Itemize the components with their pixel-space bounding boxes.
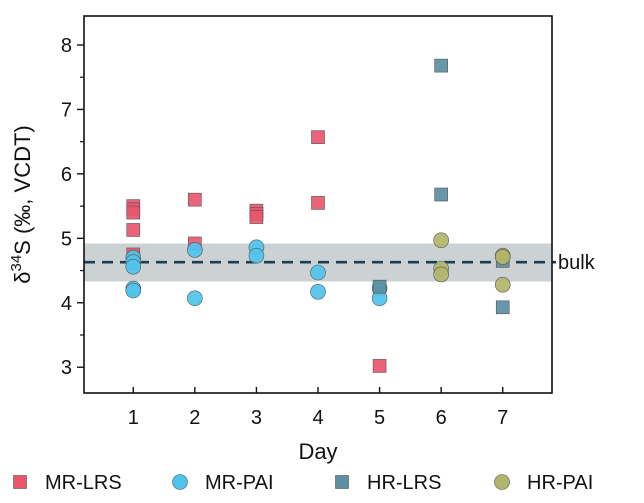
point-mr-lrs-10 bbox=[249, 210, 264, 224]
data-points bbox=[125, 58, 511, 373]
point-hr-lrs-1 bbox=[372, 279, 387, 294]
legend: MR-LRS MR-PAI HR-LRS HR-PAI bbox=[13, 472, 593, 494]
legend-item-mr-pai-marker bbox=[172, 474, 188, 490]
x-tick-label-2: 2 bbox=[189, 407, 200, 429]
point-mr-lrs-13 bbox=[372, 359, 387, 373]
legend-item-hr-pai: HR-PAI bbox=[494, 472, 593, 494]
legend-item-mr-lrs-marker bbox=[13, 475, 27, 489]
y-tick-label-5: 5 bbox=[61, 228, 72, 250]
point-mr-pai-6 bbox=[187, 242, 203, 258]
point-mr-pai-9 bbox=[248, 247, 265, 264]
legend-item-hr-lrs-label: HR-LRS bbox=[367, 472, 441, 494]
legend-item-hr-lrs-marker bbox=[335, 475, 349, 489]
legend-item-mr-lrs: MR-LRS bbox=[13, 472, 122, 494]
y-tick-label-3: 3 bbox=[61, 357, 72, 379]
y-axis-title: δ34S (‰, VCDT) bbox=[8, 125, 35, 284]
legend-item-mr-lrs-label: MR-LRS bbox=[45, 472, 122, 494]
point-hr-pai-6 bbox=[494, 276, 511, 293]
y-tick-label-8: 8 bbox=[61, 35, 72, 57]
legend-item-mr-pai: MR-PAI bbox=[172, 472, 274, 494]
x-tick-label-3: 3 bbox=[251, 407, 262, 429]
x-tick-label-4: 4 bbox=[312, 407, 323, 429]
point-mr-lrs-11 bbox=[311, 130, 325, 144]
y-tick-label-4: 4 bbox=[61, 293, 72, 315]
legend-item-hr-pai-marker bbox=[494, 474, 510, 490]
point-mr-lrs-6 bbox=[188, 192, 202, 207]
point-mr-pai-11 bbox=[310, 284, 326, 300]
x-tick-label-7: 7 bbox=[497, 407, 508, 429]
point-mr-lrs-3 bbox=[126, 205, 141, 220]
y-axis-title-superscript: 34 bbox=[8, 255, 25, 272]
point-mr-pai-7 bbox=[187, 290, 203, 307]
bulk-label: bulk bbox=[558, 252, 596, 274]
x-tick-label-5: 5 bbox=[374, 407, 385, 429]
point-mr-pai-5 bbox=[125, 282, 142, 299]
point-mr-lrs-12 bbox=[311, 196, 325, 210]
point-mr-lrs-4 bbox=[126, 223, 141, 237]
point-hr-pai-1 bbox=[433, 232, 449, 249]
axis-ticks: 1 2 3 4 5 6 7 3 4 5 6 7 8 bbox=[61, 35, 508, 429]
point-hr-lrs-3 bbox=[434, 187, 448, 202]
legend-item-mr-pai-label: MR-PAI bbox=[205, 472, 274, 494]
y-tick-label-6: 6 bbox=[61, 164, 72, 186]
y-axis-title-rest: S (‰, VCDT) bbox=[10, 125, 35, 255]
x-tick-label-1: 1 bbox=[128, 407, 139, 429]
legend-item-hr-lrs: HR-LRS bbox=[335, 472, 441, 494]
x-tick-label-6: 6 bbox=[436, 407, 447, 429]
point-hr-lrs-2 bbox=[434, 58, 448, 73]
point-mr-pai-3 bbox=[125, 258, 142, 275]
y-tick-label-7: 7 bbox=[61, 99, 72, 121]
point-hr-pai-5 bbox=[494, 249, 511, 265]
x-axis-title: Day bbox=[298, 439, 337, 464]
legend-item-hr-pai-label: HR-PAI bbox=[527, 472, 593, 494]
point-hr-pai-3 bbox=[433, 266, 449, 283]
point-hr-lrs-5 bbox=[495, 300, 510, 315]
y-axis-title-delta: δ bbox=[10, 272, 35, 284]
point-mr-pai-10 bbox=[310, 264, 326, 281]
